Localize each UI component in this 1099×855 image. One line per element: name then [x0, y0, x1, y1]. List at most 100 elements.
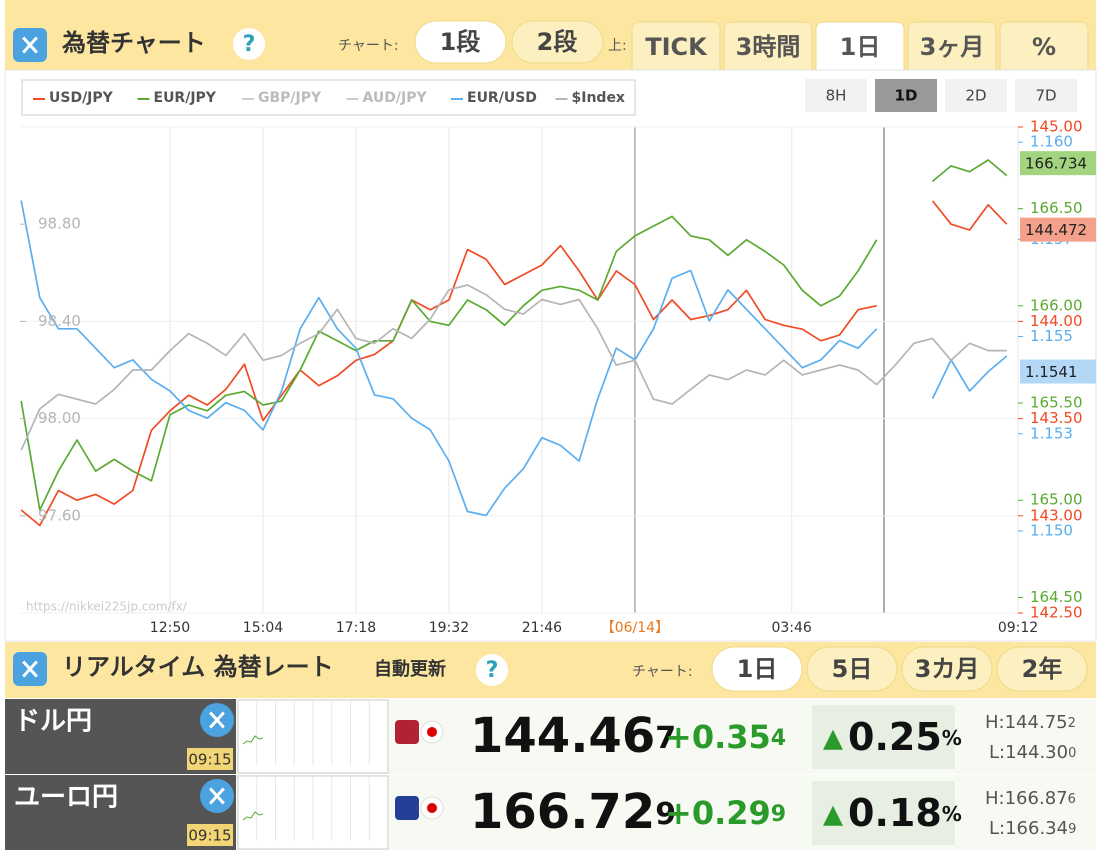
rate-low: L:144.300 [989, 742, 1076, 763]
series-line [20, 159, 1008, 511]
pct-arrow: ▲ [823, 800, 843, 830]
legend-label[interactable]: AUD/JPY [363, 90, 428, 106]
help-text: ? [243, 32, 256, 57]
x-tick-label: 【06/14】 [601, 620, 669, 636]
y-tick-label: 143.50 [1030, 409, 1083, 427]
chart-panel [4, 69, 1097, 642]
flag-us [395, 720, 419, 744]
period-tab[interactable] [907, 21, 997, 71]
x-tick-label: 21:46 [522, 620, 562, 636]
y-tick-label: 165.50 [1030, 394, 1083, 412]
rate-change: +0.299 [665, 794, 786, 832]
rates-tab-label: 1日 [737, 655, 778, 683]
rate-price-part: 7 [655, 721, 676, 756]
rate-low-part: 9 [1068, 822, 1076, 837]
period-tab[interactable] [631, 21, 721, 71]
pct-box [812, 781, 955, 845]
y-tick-label: 145.00 [1030, 118, 1083, 136]
x-tick-label: 15:04 [243, 620, 283, 636]
help-icon[interactable] [233, 28, 265, 60]
rates-auto: 自動更新 [374, 658, 446, 680]
rate-pct: 0.25% [848, 715, 962, 759]
rate-high-part: 6 [1068, 792, 1076, 807]
current-badge [1020, 217, 1096, 242]
y-tick-label: 144.00 [1030, 312, 1083, 330]
current-value: 144.472 [1025, 221, 1087, 239]
flag-jp-sun [427, 727, 437, 737]
x-tick-label: 19:32 [429, 620, 469, 636]
flag-us [395, 796, 419, 820]
rates-tab-label: 2年 [1022, 655, 1063, 683]
range-button[interactable] [875, 79, 937, 112]
help-icon[interactable] [476, 654, 508, 686]
legend-label[interactable]: EUR/JPY [154, 90, 217, 106]
header-title: 為替チャート [62, 29, 206, 57]
rates-tab[interactable] [806, 646, 898, 692]
rate-pct-part: % [942, 726, 962, 750]
rate-price: 144.467 [470, 708, 676, 764]
rates-tab[interactable] [996, 646, 1088, 692]
rate-change-part: 4 [771, 726, 786, 751]
y-tick-label: 143.00 [1030, 506, 1083, 524]
time-box [187, 824, 233, 846]
period-tab[interactable] [723, 21, 813, 71]
rate-change-part: +0.29 [665, 794, 771, 832]
layout-tab-label: 1段 [440, 28, 481, 56]
rate-price: 166.729 [470, 784, 676, 840]
mini-line [242, 811, 264, 821]
help-text: ? [486, 658, 499, 683]
x-icon-glyph [22, 660, 38, 678]
y-tick-label: 166.50 [1030, 199, 1083, 217]
range-button-label: 2D [965, 87, 986, 105]
rate-low-part: L: [989, 742, 1005, 763]
rate-price-part: 166.72 [470, 784, 655, 840]
y-tick-label: 142.50 [1030, 604, 1083, 622]
x-icon-glyph [209, 711, 225, 729]
rate-pct-part: % [942, 802, 962, 826]
rate-high-part: 144.75 [1005, 712, 1068, 733]
rate-time: 09:15 [188, 751, 231, 769]
period-tab-label: 1日 [840, 33, 881, 61]
legend-label[interactable]: USD/JPY [49, 90, 114, 106]
rate-high-part: H: [985, 788, 1005, 809]
y-tick-label: 1.160 [1030, 133, 1073, 151]
legend-label[interactable]: $Index [572, 90, 625, 106]
rate-low-part: 144.30 [1005, 742, 1068, 763]
period-tab[interactable] [999, 21, 1089, 71]
series-line [20, 200, 1008, 517]
period-tab-label: 3ヶ月 [920, 33, 985, 61]
range-button-label: 7D [1035, 87, 1056, 105]
y-tick-label: 166.00 [1030, 296, 1083, 314]
time-box [187, 748, 233, 770]
rates-tab[interactable] [901, 646, 993, 692]
range-button[interactable] [805, 79, 867, 112]
y-tick-label: 97.60 [38, 506, 81, 524]
watermark: https://nikkei225jp.com/fx/ [26, 600, 188, 614]
y-tick-label: 1.153 [1030, 424, 1073, 442]
x-tick-label: 17:18 [336, 620, 376, 636]
rate-pct-part: 0.18 [848, 791, 942, 835]
rates-tab-label: 5日 [832, 655, 873, 683]
layout-tab[interactable] [414, 20, 507, 64]
range-button[interactable] [1015, 79, 1077, 112]
legend-label[interactable]: EUR/USD [467, 90, 537, 106]
y-tick-label: 164.50 [1030, 588, 1083, 606]
pct-arrow: ▲ [823, 724, 843, 754]
rate-low: L:166.349 [989, 818, 1076, 839]
rate-name: ユーロ円 [14, 783, 118, 813]
legend-label[interactable]: GBP/JPY [258, 90, 322, 106]
period-tab[interactable] [815, 21, 905, 71]
chart-label: チャート: [632, 664, 693, 680]
range-button[interactable] [945, 79, 1007, 112]
y-tick-label: 98.00 [38, 409, 81, 427]
rate-name: ドル円 [14, 707, 92, 737]
y-tick-label: 1.155 [1030, 327, 1073, 345]
x-tick-label: 12:50 [150, 620, 190, 636]
x-icon-glyph [22, 36, 38, 54]
rate-change: +0.354 [665, 718, 786, 756]
layout-tab[interactable] [511, 20, 604, 64]
x-tick-label: 03:46 [771, 620, 811, 636]
current-badge [1020, 359, 1096, 384]
rate-high: H:166.876 [985, 788, 1076, 809]
rates-tab[interactable] [711, 646, 803, 692]
